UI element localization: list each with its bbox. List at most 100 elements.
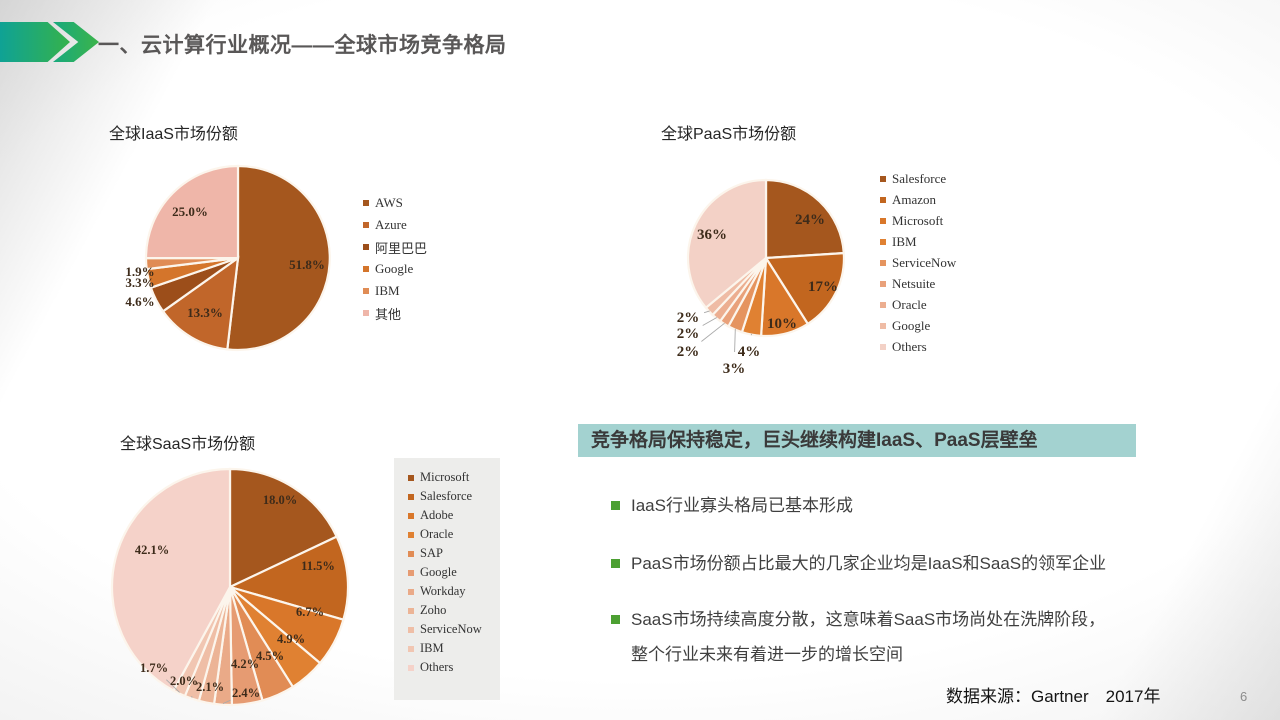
legend-label: Amazon (892, 191, 937, 207)
legend-swatch-icon (880, 259, 886, 266)
data-source: 数据来源：Gartner 2017年 (946, 687, 1161, 706)
slice-value-label: 36% (697, 227, 727, 243)
legend-swatch-icon (880, 301, 886, 308)
legend-label: Google (375, 261, 414, 276)
slice-value-label: 2% (677, 344, 700, 360)
slice-value-label: 1.9% (125, 264, 154, 279)
legend-swatch-icon (408, 493, 414, 500)
legend-item-IBM: IBM (363, 280, 427, 302)
legend-item-IBM: IBM (880, 231, 956, 252)
legend-label: Others (420, 660, 454, 674)
pie-slice-Salesforce (764, 178, 845, 260)
legend-label: Salesforce (892, 170, 947, 186)
legend-item-SAP: SAP (408, 544, 500, 563)
legend-label: IBM (420, 641, 444, 655)
slice-value-label: 18.0% (263, 493, 297, 507)
legend-item-其他: 其他 (363, 302, 427, 324)
legend-item-Zoho: Zoho (408, 601, 500, 620)
legend-label: Google (892, 317, 931, 333)
paas-pie-svg: 24%17%10%4%3%2%2%2%36% (677, 178, 846, 377)
label-leader-line (703, 310, 710, 314)
legend-swatch-icon (408, 607, 414, 614)
saas-legend: Microsoft Salesforce Adobe Oracle SAP Google W… (394, 458, 500, 700)
legend-item-Others: Others (408, 658, 500, 677)
legend-label: Zoho (420, 603, 447, 617)
bullet-item: IaaS行业寡头格局已基本形成 (611, 488, 1111, 523)
legend-label: Microsoft (420, 470, 470, 484)
legend-swatch-icon (363, 222, 369, 228)
label-leader-line (165, 679, 180, 693)
paas-chart-title: 全球PaaS市场份额 (661, 126, 797, 143)
legend-swatch-icon (408, 569, 414, 576)
legend-swatch-icon (363, 288, 369, 294)
legend-item-Google: Google (363, 258, 427, 280)
label-leader-line (191, 696, 193, 698)
saas-pie-svg: 18.0% 11.5% 6.7% 4.9% 4.5%4.2% 2.4% 2.1%2.0%1.… (110, 467, 350, 707)
slice-value-label: 6.7% (296, 605, 324, 619)
insight-heading: 竞争格局保持稳定，巨头继续构建IaaS、PaaS层壁垒 (578, 424, 1136, 457)
iaas-legend: AWS Azure 阿里巴巴 Google IBM 其他 (363, 192, 427, 324)
slice-value-label: 51.8% (289, 257, 325, 272)
legend-label: Workday (420, 584, 466, 598)
legend-label: Oracle (420, 527, 454, 541)
pie-slice-Others (110, 467, 232, 693)
bullet-square-icon (611, 615, 620, 624)
saas-chart-title: 全球SaaS市场份额 (120, 436, 256, 453)
pie-slice-AWS (226, 164, 331, 352)
legend-swatch-icon (408, 588, 414, 595)
bullet-text: SaaS市场持续高度分散，这意味着SaaS市场尚处在洗牌阶段， 整个行业未来有着… (631, 602, 1105, 672)
legend-swatch-icon (880, 322, 886, 329)
bullet-text: PaaS市场份额占比最大的几家企业均是IaaS和SaaS的领军企业 (631, 554, 1107, 573)
legend-item-Workday: Workday (408, 582, 500, 601)
legend-swatch-icon (408, 531, 414, 538)
label-leader-line (734, 328, 736, 353)
bullet-text-line2: 整个行业未来有着进一步的增长空间 (631, 645, 903, 664)
legend-swatch-icon (880, 343, 886, 350)
legend-swatch-icon (880, 280, 886, 287)
saas-pie-chart: 全球SaaS市场份额 18.0% 11.5% 6.7% 4.9% 4.5% 4.2% 2.4… (100, 422, 510, 718)
legend-item-Adobe: Adobe (408, 506, 500, 525)
slice-value-label: 4% (738, 344, 761, 360)
legend-label: ServiceNow (420, 622, 482, 636)
legend-label: ServiceNow (892, 254, 957, 270)
bullet-square-icon (611, 559, 620, 568)
bullet-item: PaaS市场份额占比最大的几家企业均是IaaS和SaaS的领军企业 (611, 546, 1111, 581)
bullet-text: IaaS行业寡头格局已基本形成 (631, 496, 853, 515)
paas-legend: Salesforce Amazon Microsoft IBM ServiceNow Ne… (880, 168, 956, 357)
pie-slice-Amazon (764, 251, 846, 326)
slice-value-label: 4.2% (231, 657, 259, 671)
slice-value-label: 4.9% (277, 632, 305, 646)
chevron-arrow-icon (0, 22, 70, 62)
slice-value-label: 2% (677, 326, 700, 342)
slice-value-label: 2% (677, 310, 700, 326)
legend-label: 其他 (375, 306, 402, 322)
slice-value-label: 2.1% (196, 680, 224, 694)
label-leader-line (222, 699, 231, 705)
legend-label: 阿里巴巴 (375, 240, 428, 256)
iaas-pie-chart: 全球IaaS市场份额 51.8% 13.3% 4.6% 3.3% 1.9% 25.0% A… (95, 112, 435, 380)
legend-swatch-icon (363, 200, 369, 206)
legend-swatch-icon (408, 550, 414, 557)
pie-slice-Azure (161, 255, 240, 351)
bullet-text-line1: SaaS市场持续高度分散，这意味着SaaS市场尚处在洗牌阶段， (631, 610, 1106, 629)
legend-swatch-icon (363, 244, 369, 250)
legend-label: Azure (375, 217, 407, 232)
slide-title: 一、云计算行业概况——全球市场竞争格局 (98, 34, 507, 57)
legend-item-Salesforce: Salesforce (408, 487, 500, 506)
legend-swatch-icon (880, 217, 886, 224)
legend-item-Google: Google (880, 315, 956, 336)
legend-swatch-icon (363, 310, 369, 316)
slice-value-label: 17% (808, 279, 838, 295)
legend-swatch-icon (880, 175, 886, 182)
legend-label: Others (892, 338, 927, 354)
label-leader-line (701, 322, 725, 342)
slice-value-label: 24% (795, 212, 825, 228)
legend-item-ServiceNow: ServiceNow (408, 620, 500, 639)
slice-value-label: 13.3% (187, 305, 223, 320)
paas-pie-chart: 全球PaaS市场份额 24% 17% 10% 4% 3% 2% 2% 2% 36% Salesf… (645, 108, 980, 393)
slice-value-label: 2.0% (170, 674, 198, 688)
legend-label: Google (420, 565, 457, 579)
slice-value-label: 3.3% (125, 275, 154, 290)
slice-value-label: 11.5% (301, 559, 335, 573)
legend-swatch-icon (408, 645, 414, 652)
